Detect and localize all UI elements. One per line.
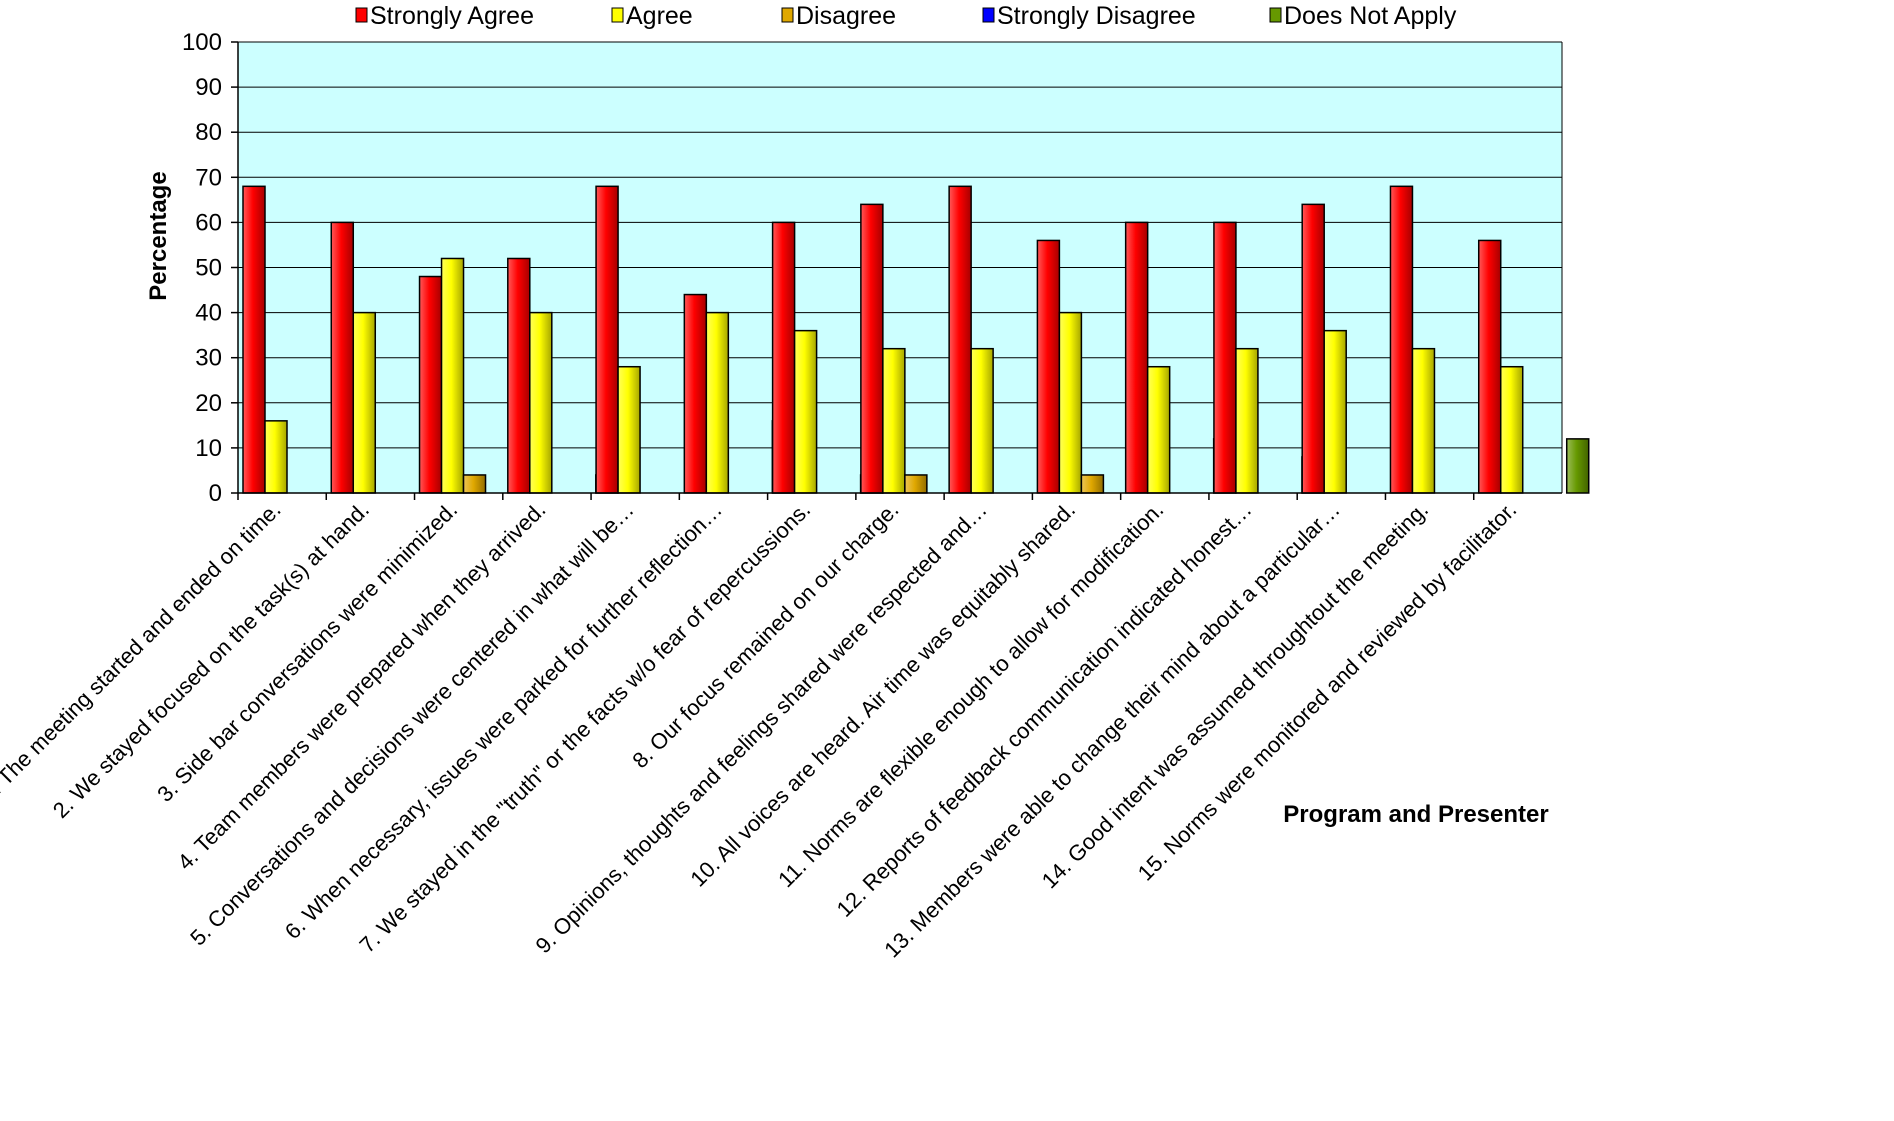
x-category-label: 12. Reports of feedback communication in… [832,497,1257,922]
bar-strongly-agree-9 [948,185,972,494]
y-tick-label: 60 [195,209,222,236]
x-category-label: 2. We stayed focused on the task(s) at h… [48,497,374,823]
y-tick-label: 40 [195,300,222,327]
bar-agree-15 [1499,365,1524,494]
bar-disagree-10 [1080,474,1105,494]
bar-strongly-agree-6 [683,293,708,494]
bar-agree-4 [529,311,553,494]
bar-agree-6 [705,311,730,494]
bar-strongly-agree-3 [418,275,443,494]
y-tick-labels: 0 10 20 30 40 50 60 70 80 90 100 [182,29,222,507]
x-category-label: 6. When necessary, issues were parked fo… [280,497,727,944]
y-tick-label: 70 [195,164,222,191]
bar-disagree-8 [904,474,928,494]
bar-agree-9 [970,347,994,494]
bar-agree-3 [440,257,465,494]
bar-strongly-agree-15 [1477,239,1502,494]
bar-agree-10 [1058,311,1083,494]
y-tick-label: 100 [182,29,222,56]
bar-does-not-apply-15 [1565,438,1590,494]
x-category-label: 1. The meeting started and ended on time… [0,497,286,808]
legend-label-strongly-agree: Strongly Agree [370,2,534,30]
y-tick-label: 10 [195,435,222,462]
y-tick-label: 20 [195,390,222,417]
bar-agree-2 [352,311,377,494]
bar-agree-8 [882,347,906,494]
legend-swatch-strongly-agree [355,7,368,23]
x-category-labels: 1. The meeting started and ended on time… [0,497,1521,963]
bar-strongly-agree-7 [771,221,796,494]
legend-label-does-not-apply: Does Not Apply [1284,2,1457,30]
bars [242,185,1590,494]
legend-label-disagree: Disagree [796,2,896,30]
y-axis-title: Percentage [145,171,172,300]
bar-agree-14 [1411,347,1436,494]
y-tick-label: 0 [209,480,222,507]
y-tick-label: 90 [195,74,222,101]
bar-strongly-agree-10 [1036,239,1061,494]
axes [231,41,1563,500]
y-tick-label: 30 [195,345,222,372]
bar-strongly-agree-11 [1124,221,1149,494]
bar-agree-11 [1146,365,1171,494]
bar-strongly-agree-1 [242,185,266,494]
bar-strongly-agree-14 [1389,185,1414,494]
y-tick-label: 50 [195,255,222,282]
bar-strongly-agree-2 [330,221,355,494]
bar-strongly-agree-5 [595,185,619,494]
legend-label-agree: Agree [626,2,693,30]
legend-swatch-agree [611,7,624,23]
bar-strongly-agree-4 [507,257,531,494]
bar-agree-1 [264,420,288,494]
x-axis-title: Program and Presenter [1283,801,1548,828]
bar-agree-12 [1235,347,1259,494]
legend-swatch-disagree [781,7,794,23]
bar-strongly-agree-13 [1301,203,1325,494]
bar-agree-13 [1323,329,1347,494]
legend-swatch-strongly-disagree [982,7,995,23]
bar-disagree-3 [462,474,487,494]
bar-agree-7 [793,329,818,494]
bar-strongly-agree-12 [1213,221,1237,494]
y-tick-label: 80 [195,119,222,146]
legend-label-strongly-disagree: Strongly Disagree [997,2,1196,30]
legend-swatch-does-not-apply [1269,7,1282,23]
legend: Strongly Agree Agree Disagree Strongly Disa… [355,2,1457,30]
x-category-label: 3. Side bar conversations were minimized… [152,497,462,807]
bar-strongly-agree-8 [860,203,884,494]
bar-agree-5 [617,365,641,494]
